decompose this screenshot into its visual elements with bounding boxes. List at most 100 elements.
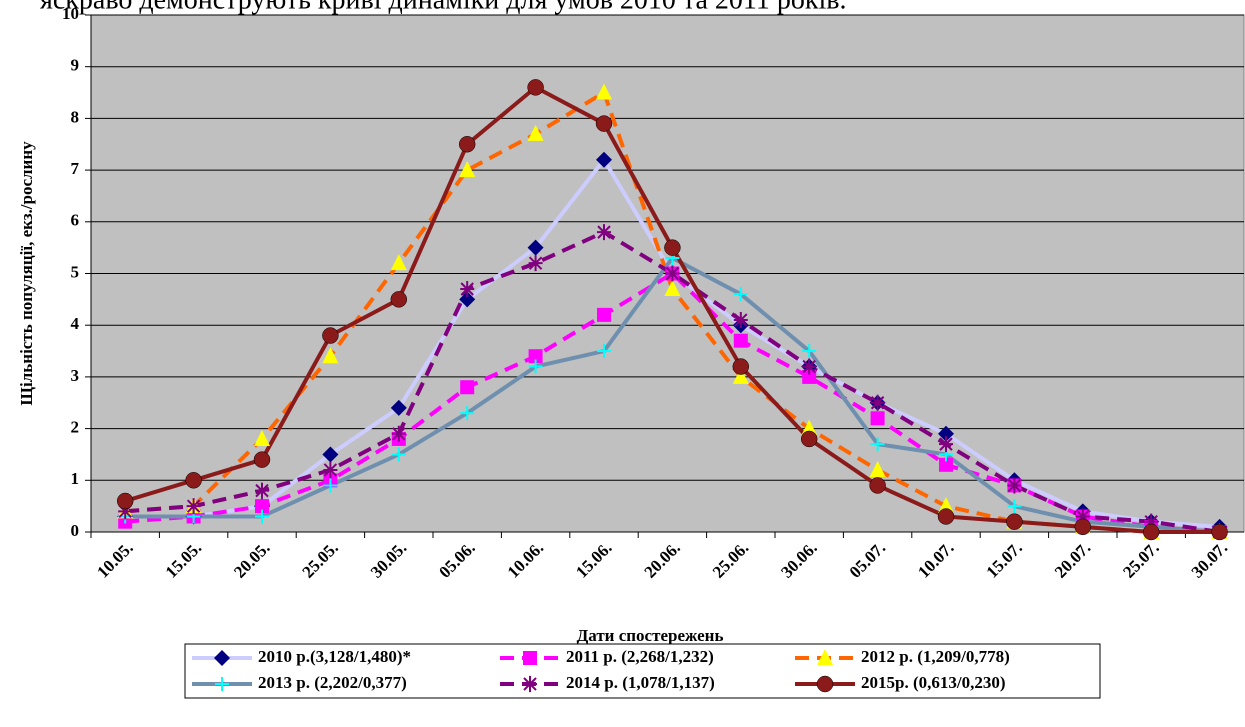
marker xyxy=(527,239,544,256)
marker xyxy=(596,151,612,168)
marker xyxy=(323,478,338,493)
marker xyxy=(869,477,886,494)
marker xyxy=(255,482,269,499)
marker xyxy=(390,291,408,308)
marker xyxy=(816,675,834,693)
y-tick-label: 8 xyxy=(71,107,80,126)
marker xyxy=(817,649,833,665)
marker xyxy=(802,369,817,384)
x-tick-label: 20.07. xyxy=(1051,538,1094,581)
marker xyxy=(870,437,885,452)
marker xyxy=(528,349,543,364)
y-tick-label: 0 xyxy=(71,521,80,540)
marker xyxy=(185,472,202,489)
marker xyxy=(1142,523,1160,541)
marker xyxy=(118,503,133,520)
marker xyxy=(1075,508,1090,525)
marker xyxy=(595,115,613,132)
marker xyxy=(870,411,885,426)
marker xyxy=(870,394,885,411)
x-tick-label: 15.06. xyxy=(572,538,615,581)
marker xyxy=(528,359,543,374)
x-tick-label: 10.06. xyxy=(504,538,547,581)
marker xyxy=(597,224,611,241)
marker xyxy=(1211,523,1228,541)
marker xyxy=(937,508,955,525)
y-tick-label: 5 xyxy=(71,262,80,281)
marker xyxy=(460,380,475,395)
marker xyxy=(527,79,544,96)
marker xyxy=(733,287,748,302)
y-tick-label: 3 xyxy=(71,366,80,385)
marker xyxy=(254,429,270,446)
marker xyxy=(458,136,476,153)
x-tick-label: 05.06. xyxy=(435,538,478,581)
marker xyxy=(1144,513,1159,530)
marker xyxy=(732,367,749,384)
legend-label: 2012 р. (1,209/0,778) xyxy=(861,647,1010,666)
x-tick-label: 20.05. xyxy=(230,538,273,581)
x-tick-label: 15.05. xyxy=(162,538,205,581)
marker xyxy=(1007,477,1022,494)
x-axis-label: Дати спостережень xyxy=(577,626,724,645)
marker xyxy=(938,497,954,514)
marker xyxy=(460,281,475,298)
y-tick-label: 4 xyxy=(71,314,80,333)
x-tick-label: 30.05. xyxy=(367,538,410,581)
x-tick-label: 30.06. xyxy=(777,538,820,581)
legend-label: 2011 р. (2,268/1,232) xyxy=(566,647,714,666)
marker xyxy=(523,676,537,692)
marker xyxy=(802,358,817,375)
y-tick-label: 7 xyxy=(71,159,80,178)
marker xyxy=(597,344,611,359)
marker xyxy=(528,255,543,272)
x-tick-label: 15.07. xyxy=(983,538,1026,581)
marker xyxy=(322,347,339,364)
page-text: яскраво демонструють криві динаміки для … xyxy=(40,0,847,15)
y-tick-label: 10 xyxy=(62,4,79,23)
x-tick-label: 25.05. xyxy=(299,538,342,581)
marker xyxy=(255,509,269,524)
marker xyxy=(391,425,406,442)
marker xyxy=(732,358,750,375)
marker xyxy=(323,461,338,478)
marker xyxy=(665,265,680,282)
x-tick-label: 05.07. xyxy=(846,538,889,581)
marker xyxy=(459,291,476,308)
legend-label: 2010 р.(3,128/1,480)* xyxy=(258,647,411,666)
marker xyxy=(801,419,818,436)
x-tick-label: 20.06. xyxy=(641,538,684,581)
y-tick-label: 1 xyxy=(71,469,80,488)
legend-box xyxy=(184,643,1101,699)
x-tick-label: 25.07. xyxy=(1119,538,1162,581)
marker xyxy=(1074,518,1092,536)
legend-label: 2013 р. (2,202/0,377) xyxy=(258,673,407,692)
y-axis-label: Щільність популяції, екз./рослину xyxy=(17,141,36,406)
marker xyxy=(800,430,818,448)
marker xyxy=(215,677,229,691)
x-tick-label: 30.07. xyxy=(1188,538,1231,581)
marker xyxy=(1007,499,1022,514)
marker xyxy=(460,406,475,421)
marker xyxy=(391,447,406,462)
x-tick-label: 10.07. xyxy=(914,538,957,581)
marker xyxy=(1006,513,1023,530)
x-tick-label: 10.05. xyxy=(93,538,136,581)
marker xyxy=(214,650,230,666)
marker xyxy=(596,83,612,100)
marker xyxy=(116,492,134,510)
marker xyxy=(939,436,953,453)
marker xyxy=(664,239,681,256)
marker xyxy=(527,124,544,141)
marker xyxy=(322,446,339,463)
y-tick-label: 2 xyxy=(71,418,80,437)
marker xyxy=(733,333,748,348)
y-tick-label: 9 xyxy=(71,56,80,75)
marker xyxy=(459,161,476,178)
y-tick-label: 6 xyxy=(71,211,80,230)
marker xyxy=(733,312,748,329)
marker xyxy=(597,307,611,322)
legend-label: 2014 р. (1,078/1,137) xyxy=(566,673,715,692)
